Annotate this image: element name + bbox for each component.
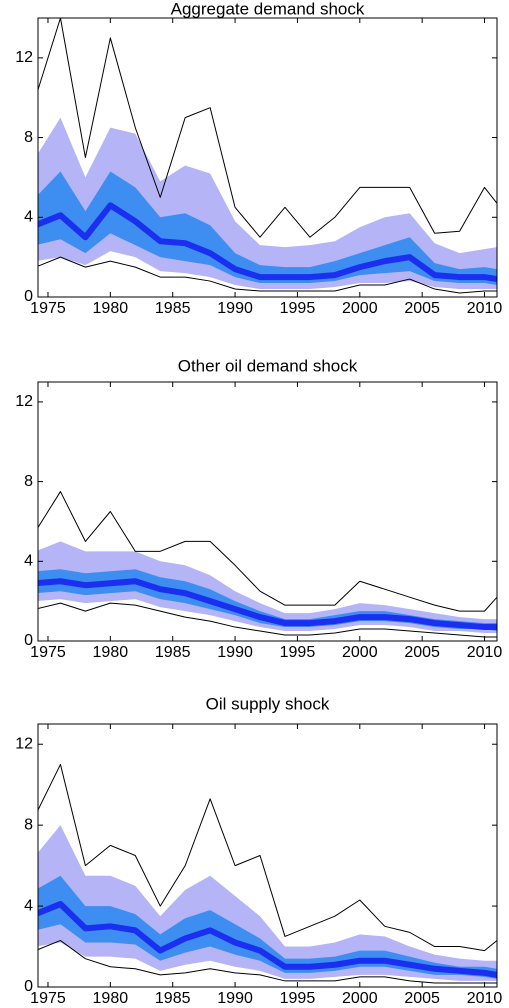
- band: [38, 171, 497, 286]
- x-tick-label: 1990: [217, 644, 253, 661]
- y-tick-label: 12: [15, 735, 33, 752]
- y-tick-label: 12: [15, 393, 33, 410]
- x-tick-label: 1985: [155, 300, 191, 317]
- y-tick-label: 0: [24, 632, 33, 649]
- line: [38, 578, 497, 631]
- line: [38, 901, 497, 978]
- axes-box: [37, 17, 498, 298]
- panel: 0 4 8 12 1975 1980 1985 1990 1995 2000 2005 2010 Agg…: [15, 0, 502, 317]
- x-tick-label: 1980: [93, 300, 129, 317]
- x-tick-label: 1995: [280, 990, 316, 1007]
- chart-title: Oil supply shock: [206, 694, 330, 713]
- line: [38, 256, 497, 294]
- y-tick-label: 12: [15, 49, 33, 66]
- axes-box: [37, 381, 498, 642]
- y-tick-label: 0: [24, 288, 33, 305]
- plot-area: [38, 763, 497, 984]
- x-tick-label: 1985: [155, 990, 191, 1007]
- x-tick-label: 1975: [30, 300, 66, 317]
- plot-area: [38, 491, 497, 638]
- x-tick-label: 2000: [342, 644, 378, 661]
- x-tick-label: 1985: [155, 644, 191, 661]
- y-tick-label: 0: [24, 978, 33, 995]
- line: [38, 491, 497, 612]
- x-tick-label: 2010: [467, 644, 503, 661]
- chart-title: Aggregate demand shock: [171, 0, 365, 18]
- x-tick-label: 2010: [467, 990, 503, 1007]
- band: [38, 541, 497, 634]
- x-tick-label: 1990: [217, 300, 253, 317]
- x-tick-label: 1980: [93, 644, 129, 661]
- x-tick-label: 1975: [30, 990, 66, 1007]
- chart-title: Other oil demand shock: [178, 356, 358, 375]
- y-tick-label: 8: [24, 129, 33, 146]
- x-tick-label: 1975: [30, 644, 66, 661]
- x-tick-label: 1995: [280, 300, 316, 317]
- x-tick-label: 2005: [404, 990, 440, 1007]
- x-tick-label: 1980: [93, 990, 129, 1007]
- line: [38, 202, 497, 283]
- x-tick-label: 2005: [404, 300, 440, 317]
- band: [38, 875, 497, 979]
- line: [38, 18, 497, 238]
- line: [38, 939, 497, 984]
- y-tick-label: 8: [24, 473, 33, 490]
- x-tick-label: 2010: [467, 300, 503, 317]
- x-tick-label: 2000: [342, 300, 378, 317]
- y-tick-label: 8: [24, 816, 33, 833]
- axes-box: [37, 723, 498, 988]
- y-tick-label: 4: [24, 209, 33, 226]
- line: [38, 763, 497, 952]
- panel: 0 4 8 12 1975 1980 1985 1990 1995 2000 2005 2010 Oth…: [15, 356, 502, 661]
- panel: 0 4 8 12 1975 1980 1985 1990 1995 2000 2005 2010 Oil…: [15, 694, 502, 1007]
- y-tick-label: 4: [24, 897, 33, 914]
- x-tick-label: 2000: [342, 990, 378, 1007]
- x-tick-label: 2005: [404, 644, 440, 661]
- x-tick-label: 1990: [217, 990, 253, 1007]
- y-tick-label: 4: [24, 553, 33, 570]
- x-tick-label: 1995: [280, 644, 316, 661]
- line: [38, 602, 497, 638]
- plot-area: [38, 18, 497, 294]
